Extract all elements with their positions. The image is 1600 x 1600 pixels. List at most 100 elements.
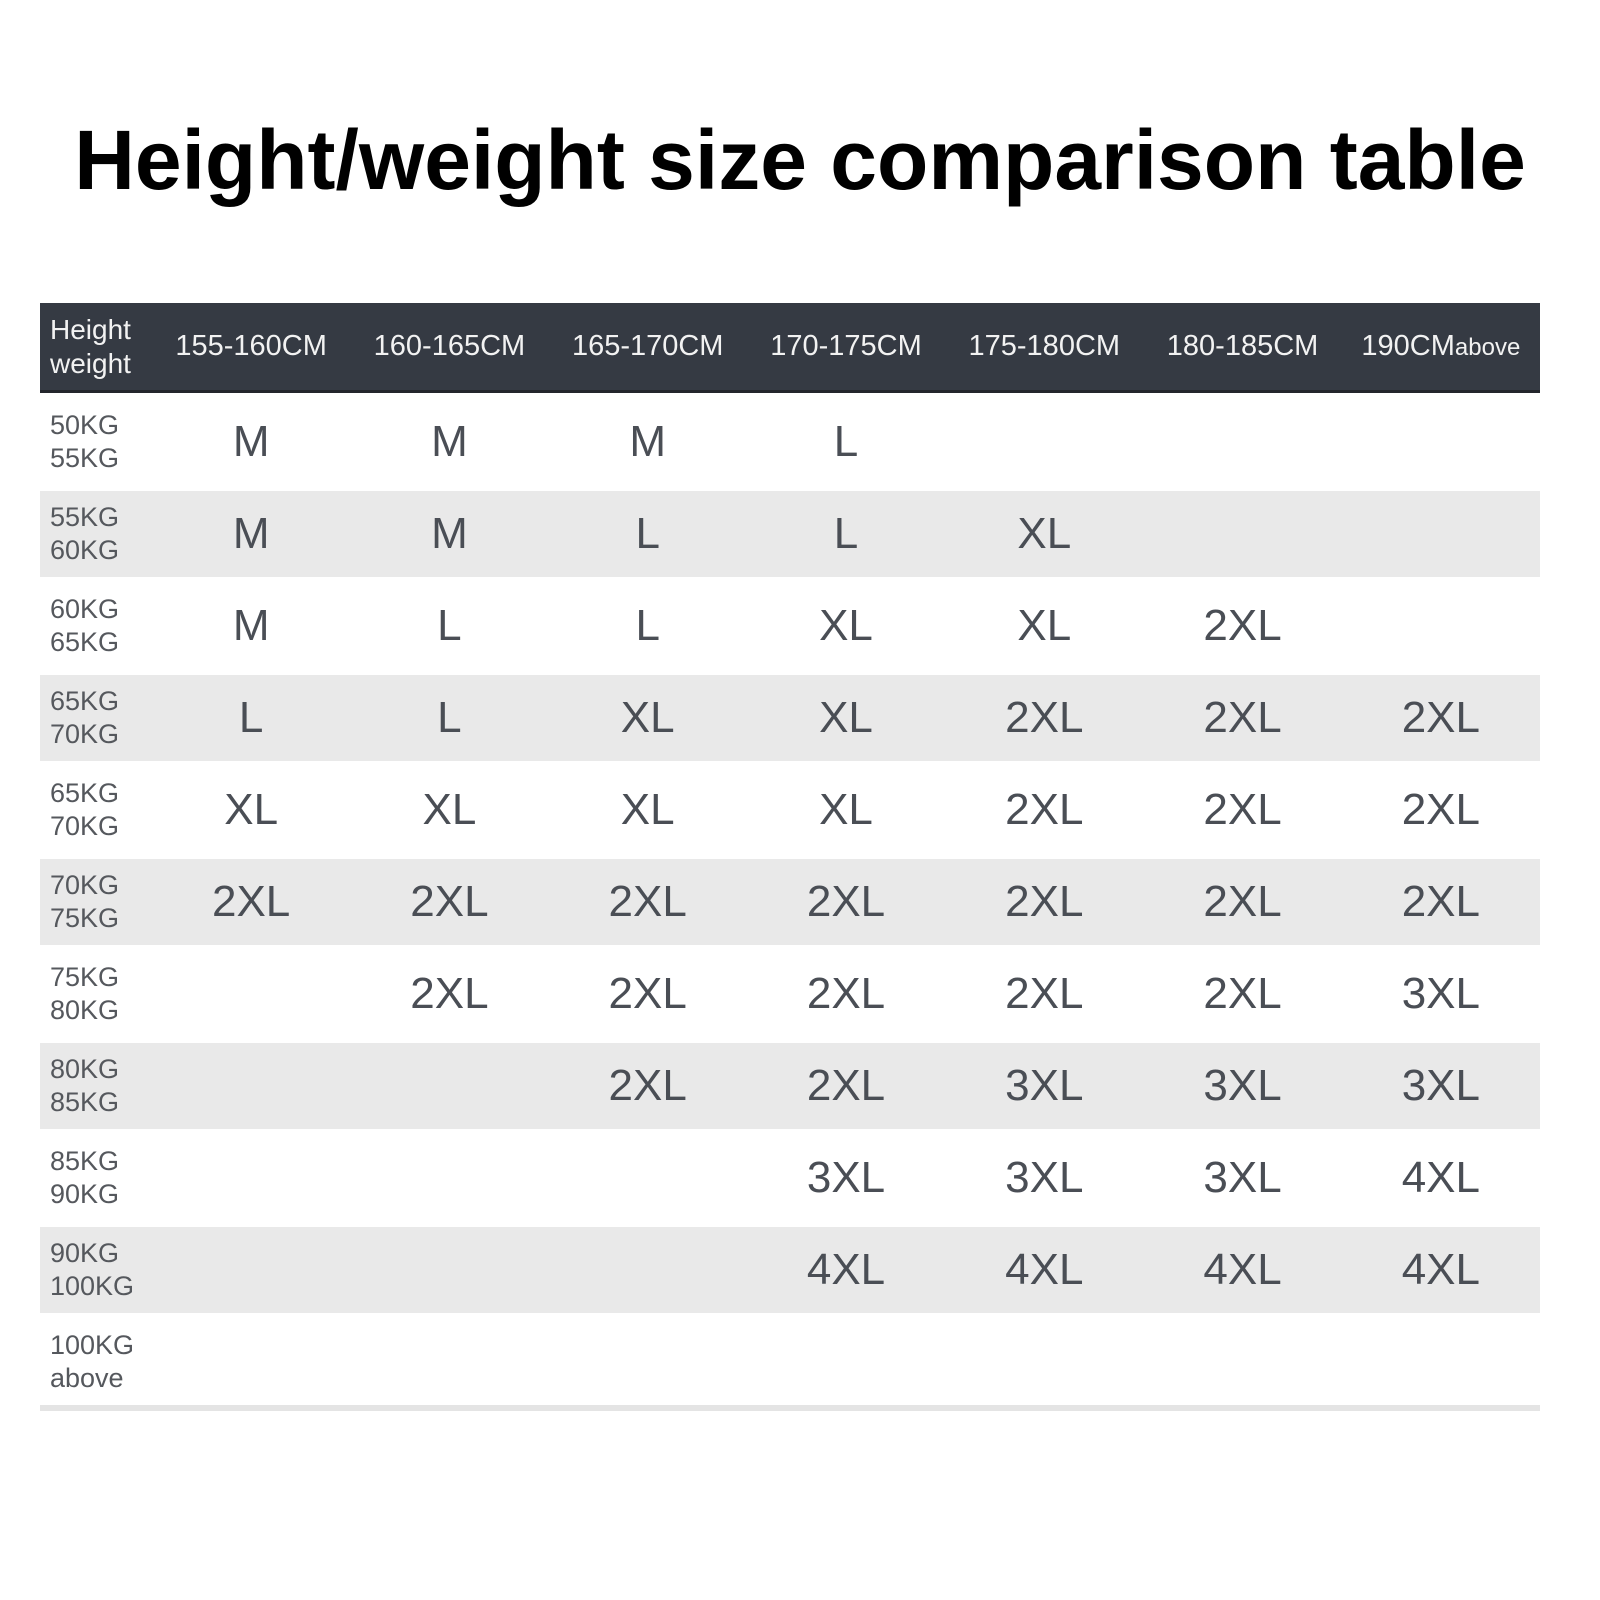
table-row: 60KG 65KG M L L XL XL 2XL xyxy=(40,583,1540,669)
header-cell: 155-160CM xyxy=(152,330,350,363)
row-label: 65KG 70KG xyxy=(40,685,152,751)
size-cell: M xyxy=(431,509,468,558)
header-cell-label: 155-160CM xyxy=(175,330,327,362)
header-cell: 180-185CM xyxy=(1143,330,1341,363)
size-cell: XL xyxy=(819,785,873,834)
table-row: 90KG 100KG 4XL 4XL 4XL 4XL xyxy=(40,1227,1540,1313)
row-label-line: 60KG xyxy=(50,535,120,565)
size-cell: L xyxy=(833,509,859,558)
row-label-line: above xyxy=(50,1363,124,1393)
row-label-line: 90KG xyxy=(50,1179,120,1209)
row-label-line: 90KG xyxy=(50,1238,120,1269)
row-label-line: 70KG xyxy=(50,870,120,901)
size-cell: XL xyxy=(620,785,675,834)
size-cell: M xyxy=(232,601,270,650)
table-row: 100KG above xyxy=(40,1319,1540,1405)
row-label-line: 55KG xyxy=(50,443,120,473)
size-cell: 4XL xyxy=(1401,1153,1480,1202)
size-cell: L xyxy=(238,693,264,742)
row-label: 65KG 70KG xyxy=(40,777,152,843)
row-label-line: 75KG xyxy=(50,962,120,993)
row-label: 60KG 65KG xyxy=(40,593,152,659)
row-label: 75KG 80KG xyxy=(40,961,152,1027)
size-cell: 4XL xyxy=(806,1245,886,1294)
row-label: 80KG 85KG xyxy=(40,1053,152,1119)
row-label: 50KG 55KG xyxy=(40,409,152,475)
corner-line-weight: weight xyxy=(50,347,131,379)
table-row: 80KG 85KG 2XL 2XL 3XL 3XL 3XL xyxy=(40,1043,1540,1129)
header-cell-suffix: above xyxy=(1454,334,1521,361)
size-cell: XL xyxy=(620,693,675,742)
table-row: 65KG 70KG L L XL XL 2XL 2XL 2XL xyxy=(40,675,1540,761)
table-row: 75KG 80KG 2XL 2XL 2XL 2XL 2XL 3XL xyxy=(40,951,1540,1037)
size-cell: 2XL xyxy=(410,969,489,1018)
size-cell: 4XL xyxy=(1401,1245,1480,1294)
size-cell: 3XL xyxy=(1005,1153,1084,1202)
size-cell: 2XL xyxy=(1005,693,1084,742)
size-cell: M xyxy=(629,417,667,466)
row-label: 90KG 100KG xyxy=(40,1237,152,1303)
size-cell: XL xyxy=(1017,509,1072,558)
size-cell: XL xyxy=(422,785,477,834)
table-row: 55KG 60KG M M L L XL xyxy=(40,491,1540,577)
page-title: Height/weight size comparison table xyxy=(74,113,1526,207)
size-cell: 2XL xyxy=(1203,785,1282,834)
size-cell: 2XL xyxy=(608,1061,687,1110)
row-label-line: 75KG xyxy=(50,903,120,933)
table-row: 85KG 90KG 3XL 3XL 3XL 4XL xyxy=(40,1135,1540,1221)
size-cell: 2XL xyxy=(806,877,886,926)
row-label-line: 70KG xyxy=(50,811,120,841)
header-cell: 170-175CM xyxy=(747,330,945,363)
row-label-line: 50KG xyxy=(50,410,120,441)
header-cell-label: 170-175CM xyxy=(770,330,922,362)
size-cell: 3XL xyxy=(1401,969,1480,1018)
size-cell: 2XL xyxy=(1005,785,1084,834)
row-label-line: 85KG xyxy=(50,1146,120,1177)
size-cell: 2XL xyxy=(410,877,489,926)
row-label: 55KG 60KG xyxy=(40,501,152,567)
size-cell: 3XL xyxy=(806,1153,886,1202)
size-cell: XL xyxy=(1017,601,1072,650)
row-label: 100KG above xyxy=(40,1329,152,1395)
size-cell: 2XL xyxy=(608,877,687,926)
table-row: 70KG 75KG 2XL 2XL 2XL 2XL 2XL 2XL 2XL xyxy=(40,859,1540,945)
size-cell: 2XL xyxy=(1401,877,1480,926)
size-cell: L xyxy=(437,693,462,742)
header-cell-label: 175-180CM xyxy=(968,330,1121,362)
table-row: 50KG 55KG M M M L xyxy=(40,399,1540,485)
row-label-line: 80KG xyxy=(50,1054,120,1085)
bottom-divider xyxy=(40,1405,1540,1411)
size-cell: 4XL xyxy=(1203,1245,1282,1294)
size-cell: 3XL xyxy=(1401,1061,1480,1110)
size-cell: 3XL xyxy=(1005,1061,1084,1110)
size-cell: XL xyxy=(819,601,873,650)
header-cell-label: 190CM xyxy=(1361,330,1455,362)
header-cell: 175-180CM xyxy=(945,330,1143,363)
header-cell-label: 180-185CM xyxy=(1166,330,1319,362)
table-header: Height weight 155-160CM 160-165CM 165-170C… xyxy=(40,303,1540,393)
header-cell-label: 160-165CM xyxy=(373,330,526,362)
size-cell: L xyxy=(635,601,660,650)
row-label-line: 60KG xyxy=(50,594,120,625)
size-cell: L xyxy=(437,601,462,650)
size-cell: 2XL xyxy=(1401,693,1480,742)
table-row: 65KG 70KG XL XL XL XL 2XL 2XL 2XL xyxy=(40,767,1540,853)
header-cell-label: 165-170CM xyxy=(571,330,724,362)
row-label-line: 85KG xyxy=(50,1087,120,1117)
size-cell: M xyxy=(431,417,468,466)
size-table: Height weight 155-160CM 160-165CM 165-170C… xyxy=(40,303,1540,1411)
row-label-line: 100KG xyxy=(50,1330,135,1361)
row-label-line: 55KG xyxy=(50,502,120,533)
size-cell: 2XL xyxy=(1203,969,1282,1018)
header-cell: 160-165CM xyxy=(350,330,548,363)
size-cell: 2XL xyxy=(1401,785,1480,834)
size-cell: M xyxy=(232,509,270,558)
row-label-line: 65KG xyxy=(50,627,120,657)
size-cell: 2XL xyxy=(806,1061,886,1110)
size-cell: 3XL xyxy=(1203,1061,1282,1110)
size-cell: L xyxy=(833,417,859,466)
size-cell: 2XL xyxy=(1203,877,1282,926)
table-rows: 50KG 55KG M M M L 55KG 60KG M M L L XL 60KG 65KG M L L XL X… xyxy=(40,399,1540,1405)
size-cell: 2XL xyxy=(211,877,291,926)
